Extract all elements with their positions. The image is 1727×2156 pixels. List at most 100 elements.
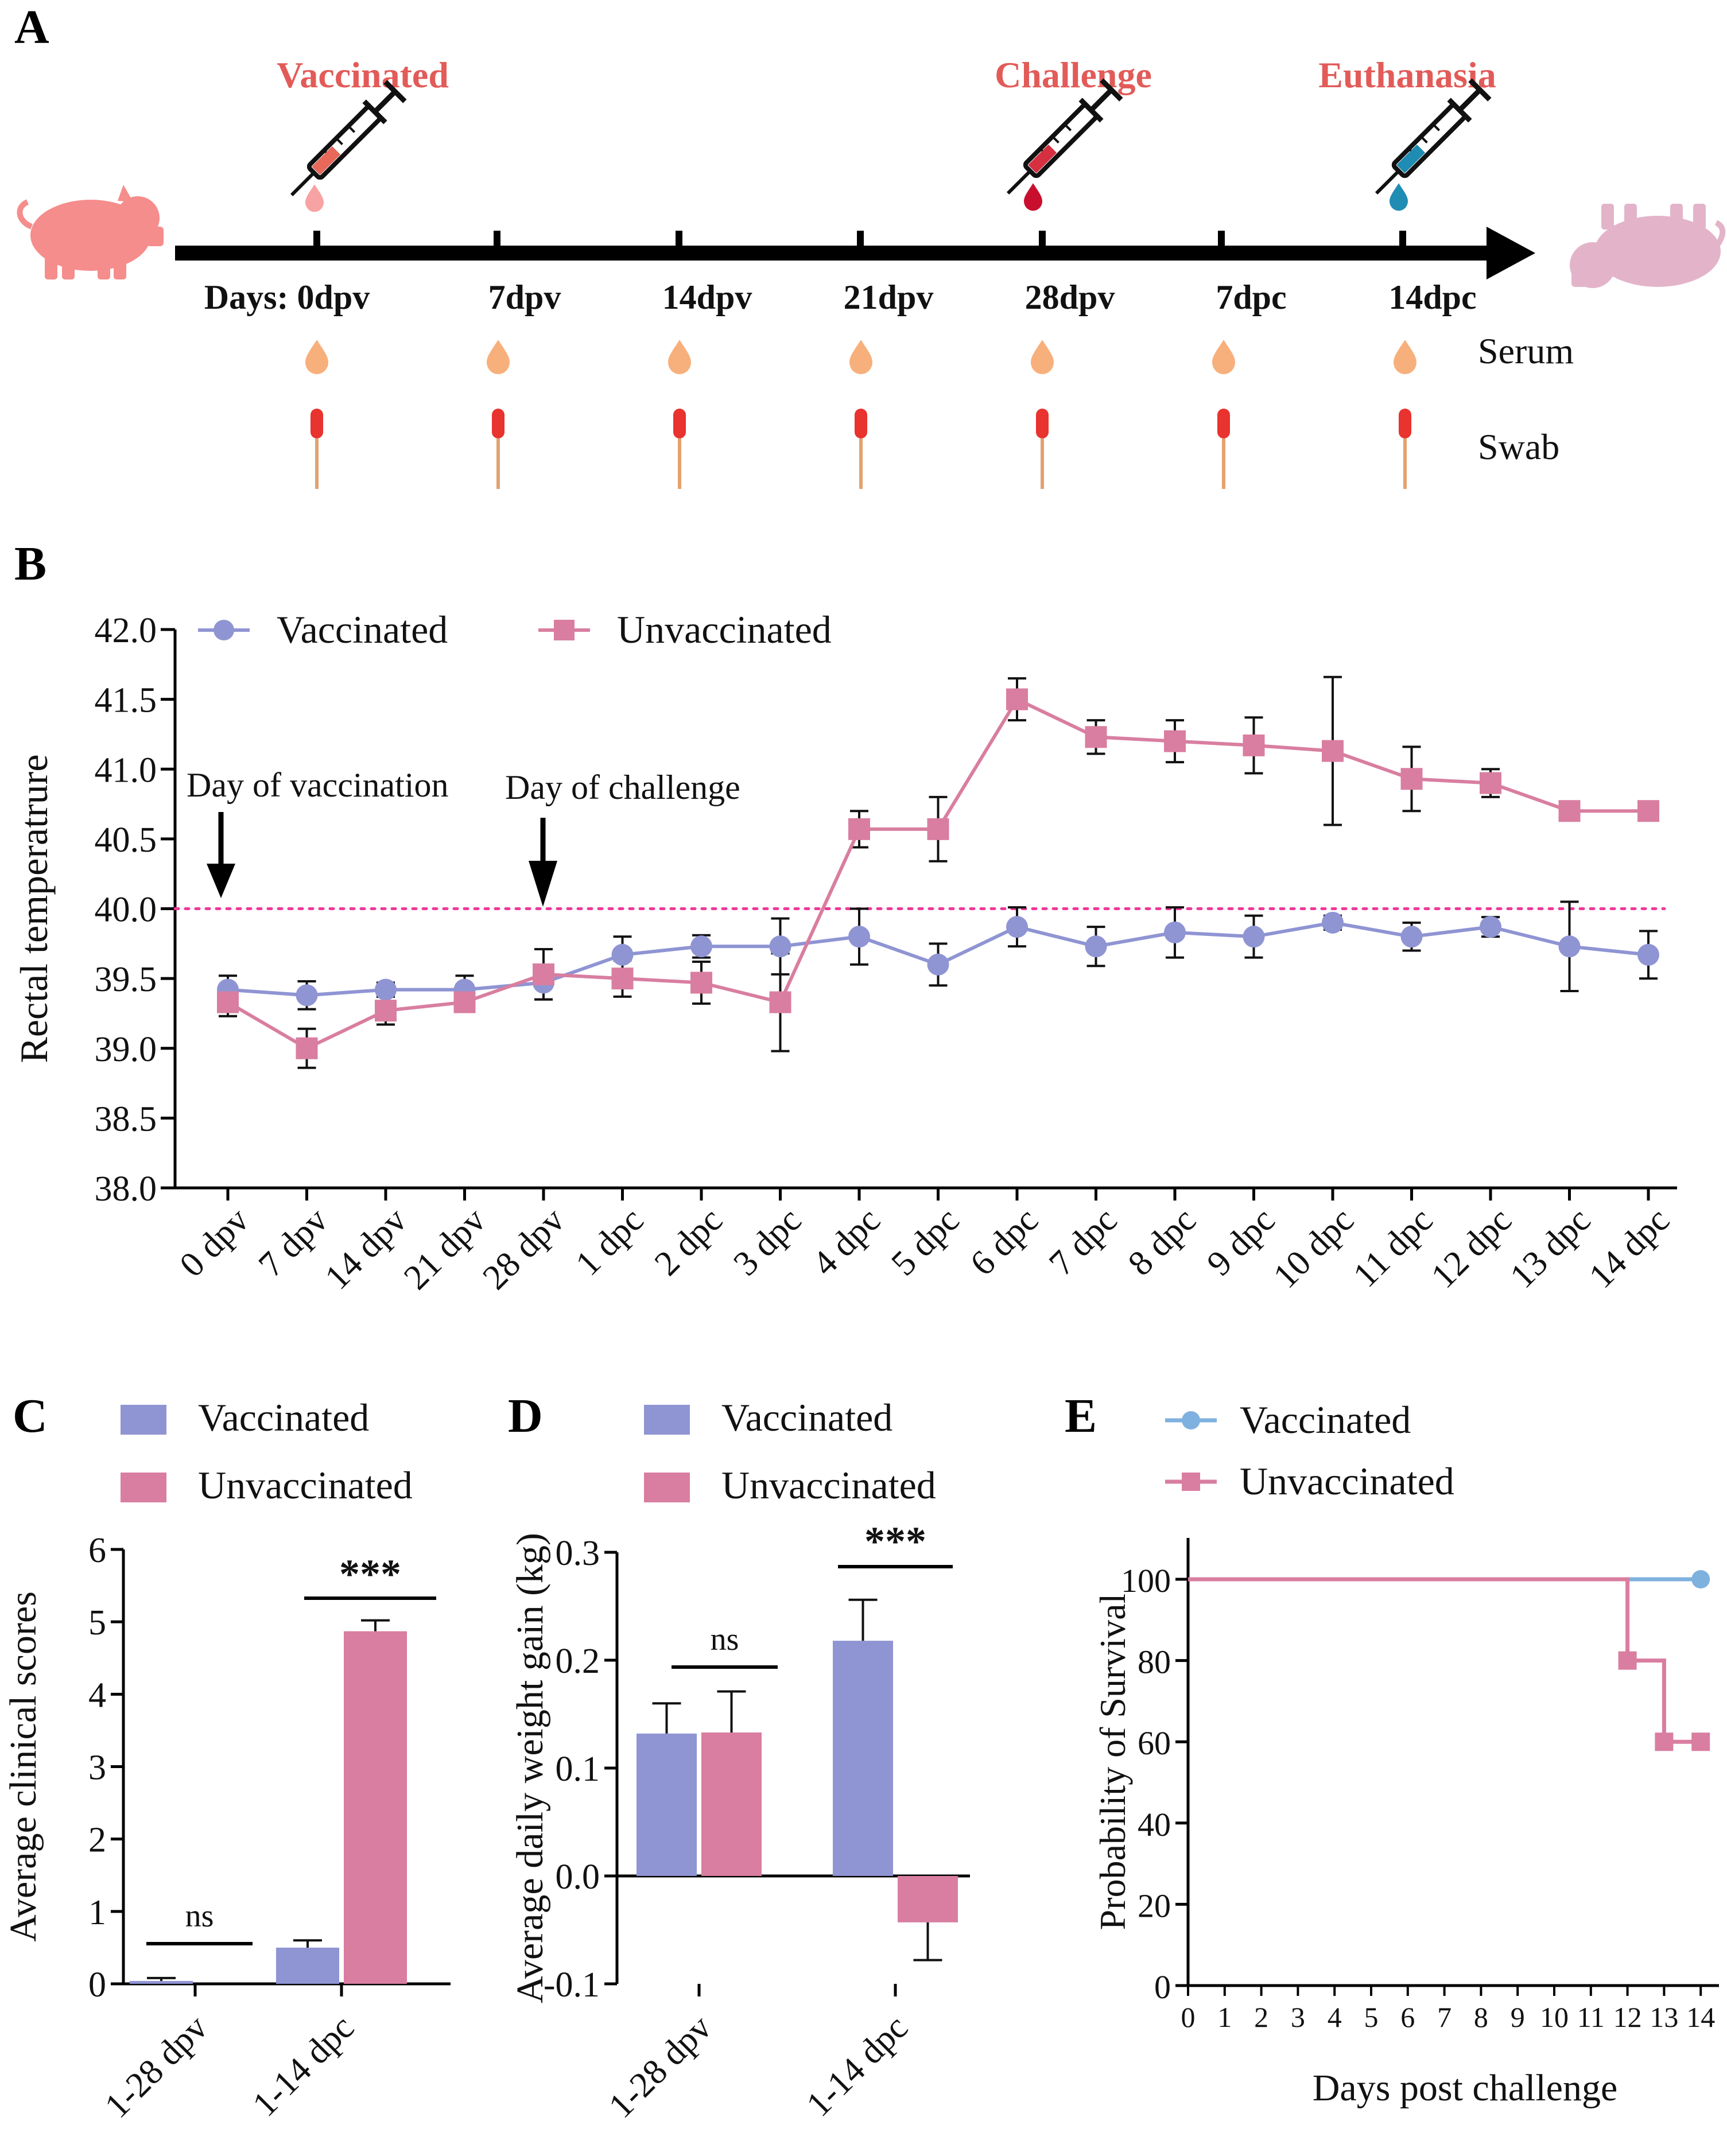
- x-tick-label: 1-28 dpv: [601, 2008, 719, 2126]
- data-point-vaccinated: [1243, 926, 1265, 948]
- drop-icon: [1024, 183, 1042, 211]
- x-tick-label: 11 dpc: [1346, 1201, 1441, 1295]
- x-tick-label: 14: [1686, 2001, 1715, 2033]
- swab-icon: [673, 409, 686, 489]
- data-point-unvaccinated: [1637, 800, 1659, 822]
- data-point-vaccinated: [611, 943, 634, 966]
- x-tick-label: 4 dpc: [805, 1201, 888, 1283]
- legend-marker: [214, 620, 234, 640]
- data-point-vaccinated: [1480, 916, 1501, 938]
- y-axis-title: Average clinical scores: [2, 1591, 44, 1942]
- swab-icon: [855, 409, 867, 489]
- annotation-vaccination: Day of vaccination: [187, 766, 448, 804]
- legend-marker: [1182, 1411, 1200, 1429]
- y-tick-label: -0.1: [544, 1965, 600, 2005]
- swab-icon: [1036, 409, 1049, 489]
- legend-label: Unvaccinated: [617, 608, 832, 651]
- panel-label-e: E: [1065, 1389, 1097, 1443]
- data-point-vaccinated: [1164, 921, 1186, 943]
- timeline-ticks: [313, 231, 1406, 248]
- significance-label: ns: [185, 1898, 214, 1934]
- x-tick-label: 2: [1254, 2001, 1268, 2033]
- serum-drop-icon: [487, 340, 510, 374]
- y-tick-label: 100: [1121, 1562, 1171, 1599]
- bar-vaccinated: [130, 1980, 193, 1984]
- serum-label: Serum: [1478, 331, 1574, 371]
- serum-drop-icon: [849, 340, 872, 374]
- event-challenge: Challenge: [995, 55, 1152, 95]
- x-tick-label: 3: [1291, 2001, 1305, 2033]
- event-euthanasia: Euthanasia: [1318, 55, 1496, 95]
- swab-icon: [1217, 409, 1230, 489]
- bar-unvaccinated: [898, 1876, 958, 1922]
- syringe-icon: [281, 81, 406, 205]
- annotation-arrowhead: [207, 864, 235, 898]
- x-tick-label: 14 dpc: [1582, 1201, 1677, 1296]
- data-point-vaccinated: [1006, 916, 1028, 938]
- y-tick-label: 40.5: [95, 821, 157, 860]
- y-tick-label: 38.5: [95, 1100, 157, 1139]
- y-tick-label: 1: [88, 1893, 106, 1932]
- serum-drop-icon: [668, 340, 691, 374]
- significance-label: ns: [711, 1622, 739, 1657]
- x-tick-label: 1-28 dpv: [98, 2008, 215, 2126]
- data-point-vaccinated: [927, 953, 949, 976]
- serum-drop-icon: [1212, 340, 1235, 374]
- x-tick-label: 6: [1400, 2001, 1415, 2033]
- legend-label: Unvaccinated: [1240, 1459, 1454, 1503]
- day-label: 14dpv: [662, 278, 752, 316]
- x-tick-label: 3 dpc: [726, 1201, 809, 1283]
- data-point-unvaccinated: [1400, 768, 1423, 790]
- data-point-unvaccinated: [769, 991, 791, 1013]
- data-point-vaccinated: [769, 935, 791, 958]
- legend-label: Unvaccinated: [198, 1463, 413, 1507]
- data-point-unvaccinated: [1085, 726, 1107, 748]
- bar-vaccinated: [637, 1733, 697, 1876]
- data-point-vaccinated: [296, 984, 318, 1007]
- data-point-unvaccinated: [1006, 688, 1028, 710]
- serum-drops: [305, 340, 1416, 374]
- series-line-unvaccinated: [227, 697, 1648, 1051]
- chart-c: 0 1 2 3 4 5 6 Average clinical scores 1-28 dpv ns…: [2, 1396, 451, 2126]
- data-point-unvaccinated: [453, 991, 476, 1013]
- y-tick-label: 20: [1138, 1887, 1171, 1924]
- y-tick-label: 40.0: [95, 891, 157, 930]
- x-tick-label: 5: [1364, 2001, 1379, 2033]
- dead-pig-icon: [1570, 204, 1726, 288]
- y-tick-label: 0: [88, 1965, 106, 2005]
- y-tick-label: 3: [88, 1749, 106, 1788]
- x-tick-label: 9: [1511, 2001, 1525, 2033]
- legend-label: Unvaccinated: [721, 1463, 936, 1507]
- serum-drop-icon: [305, 340, 328, 374]
- bar-vaccinated: [276, 1947, 339, 1984]
- drop-icon: [305, 184, 324, 212]
- data-point-unvaccinated: [533, 963, 554, 985]
- day-label: 7dpc: [1216, 278, 1286, 316]
- data-point-unvaccinated: [296, 1037, 318, 1059]
- data-point-vaccinated: [1322, 911, 1344, 934]
- y-tick-label: 42.0: [95, 611, 157, 650]
- legend-marker: [554, 620, 575, 640]
- survival-marker-unvaccinated: [1618, 1651, 1637, 1670]
- y-tick-label: 38.0: [95, 1170, 157, 1209]
- y-tick-label: 0.2: [556, 1642, 600, 1681]
- legend-swatch: [121, 1405, 166, 1435]
- day-label: Days: 0dpv: [204, 278, 370, 316]
- data-point-unvaccinated: [375, 1000, 397, 1022]
- y-tick-label: 6: [88, 1531, 106, 1570]
- legend-label: Vaccinated: [198, 1396, 369, 1439]
- day-label: 21dpv: [844, 278, 934, 316]
- data-point-vaccinated: [848, 926, 870, 948]
- significance-label: ***: [339, 1551, 401, 1597]
- serum-drop-icon: [1394, 340, 1416, 374]
- data-point-vaccinated: [690, 935, 712, 958]
- panel-label-d: D: [508, 1389, 543, 1443]
- data-point-vaccinated: [375, 978, 397, 1001]
- x-tick-label: 8: [1474, 2001, 1488, 2033]
- x-tick-label: 8 dpc: [1121, 1201, 1204, 1283]
- data-point-unvaccinated: [217, 991, 239, 1013]
- y-tick-label: 41.5: [95, 681, 157, 720]
